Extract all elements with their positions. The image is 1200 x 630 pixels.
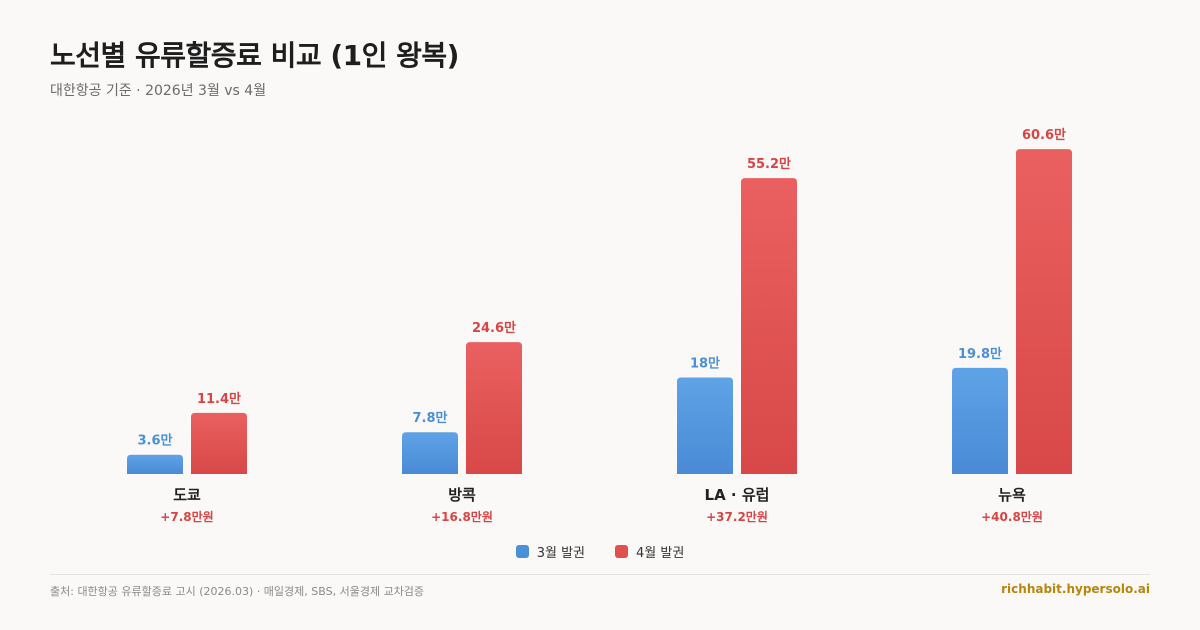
legend-item-march: 3월 발권	[515, 542, 585, 561]
difference-label-3: +40.8만원	[981, 509, 1043, 524]
data-label-april-0: 11.4만	[197, 391, 241, 407]
difference-label-0: +7.8만원	[160, 509, 213, 524]
difference-label-2: +37.2만원	[706, 509, 768, 524]
category-label-0: 도쿄	[173, 486, 201, 504]
source-note: 출처: 대한항공 유류할증료 고시 (2026.03) · 매일경제, SBS,…	[50, 585, 425, 598]
data-label-march-1: 7.8만	[413, 410, 448, 426]
legend-item-april: 4월 발권	[615, 542, 684, 561]
bar-april-2	[741, 178, 797, 475]
data-label-april-2: 55.2만	[747, 156, 791, 172]
legend-label-march: 3월 발권	[536, 546, 585, 561]
bar-april-1	[466, 342, 522, 474]
chart-subtitle: 대한항공 기준 · 2026년 3월 vs 4월	[50, 83, 267, 99]
data-label-march-3: 19.8만	[958, 346, 1002, 362]
data-label-april-3: 60.6만	[1022, 127, 1066, 143]
brand-link[interactable]: richhabit.hypersolo.ai	[1001, 582, 1150, 596]
category-label-3: 뉴욕	[998, 486, 1026, 504]
footer-divider	[50, 574, 1150, 575]
bar-march-0	[127, 454, 183, 474]
chart-title: 노선별 유류할증료 비교 (1인 왕복)	[50, 39, 459, 72]
legend-label-april: 4월 발권	[636, 546, 685, 561]
chart-legend: 3월 발권 4월 발권	[0, 542, 1200, 561]
legend-swatch-march	[515, 545, 529, 558]
bar-march-1	[402, 432, 458, 474]
difference-label-1: +16.8만원	[431, 509, 493, 524]
data-label-march-2: 18만	[690, 356, 720, 372]
category-label-2: LA · 유럽	[705, 486, 770, 504]
bar-march-2	[677, 377, 733, 474]
bar-april-3	[1016, 149, 1072, 474]
data-label-april-1: 24.6만	[472, 320, 516, 336]
data-label-march-0: 3.6만	[138, 433, 173, 449]
bar-march-3	[952, 367, 1008, 474]
category-label-1: 방콕	[448, 486, 476, 504]
legend-swatch-april	[615, 545, 628, 558]
bar-april-0	[191, 412, 247, 474]
